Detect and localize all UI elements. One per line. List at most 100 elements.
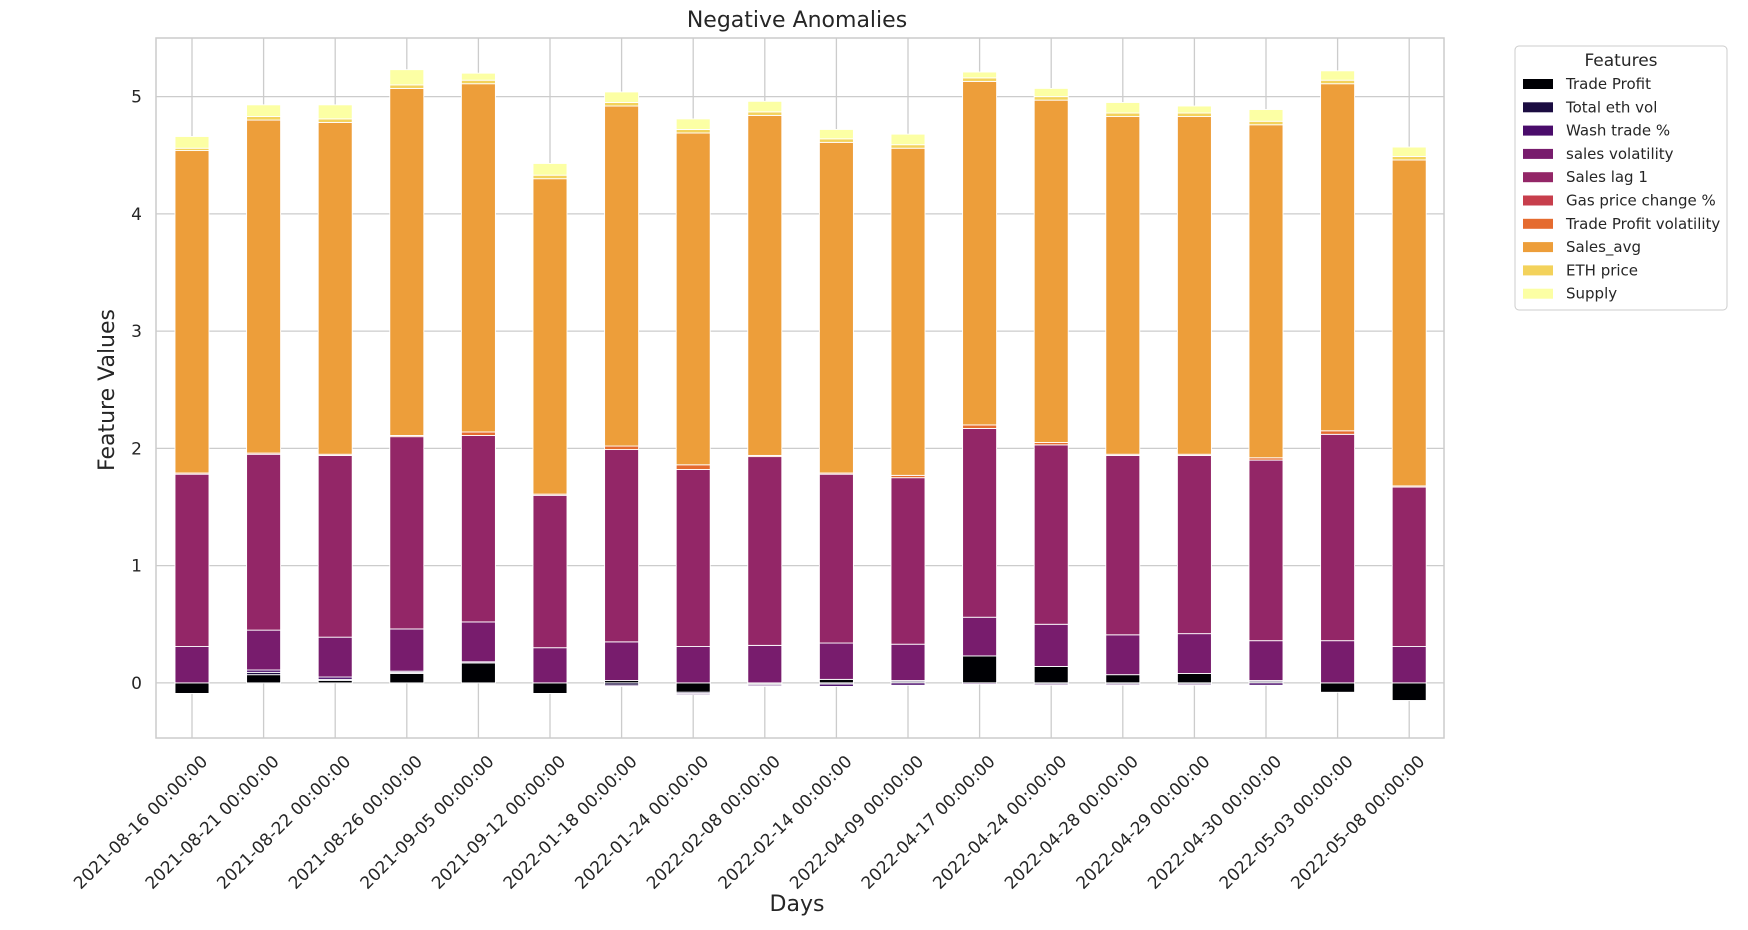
bar-stack (1248, 109, 1284, 686)
bar-stack (747, 100, 783, 687)
legend-item: Trade Profit (1523, 75, 1651, 93)
bar-segment (460, 662, 496, 684)
legend-swatch (1523, 79, 1553, 89)
bar-stack (1105, 102, 1141, 686)
bar-segment (747, 456, 783, 646)
legend-swatch (1523, 148, 1553, 159)
bar-segment (532, 163, 568, 176)
bar-stack (1320, 70, 1356, 693)
bar-segment (890, 477, 926, 645)
bar-segment (747, 111, 783, 116)
bar-segment (604, 445, 640, 451)
bar-stack (962, 71, 998, 685)
bar-segment (1176, 105, 1212, 114)
bar-segment (675, 464, 711, 470)
bar-segment (1391, 159, 1427, 487)
chart-title: Negative Anomalies (687, 8, 907, 33)
bar-segment (1176, 673, 1212, 684)
bars (174, 69, 1427, 701)
bar-segment (747, 100, 783, 113)
bar-segment (1248, 120, 1284, 126)
legend-item: Sales lag 1 (1523, 168, 1648, 186)
bar-segment (1033, 623, 1069, 667)
bar-segment (1033, 87, 1069, 98)
bar-segment (675, 646, 711, 684)
legend-label: Gas price change % (1566, 192, 1716, 210)
bar-segment (962, 71, 998, 79)
legend-label: Total eth vol (1565, 98, 1657, 116)
bar-segment (1248, 124, 1284, 459)
legend-swatch (1523, 288, 1553, 299)
bar-stack (675, 118, 711, 696)
bar-segment (675, 469, 711, 647)
bar-segment (174, 646, 210, 684)
bar-segment (1248, 109, 1284, 122)
legend-swatch (1523, 102, 1553, 113)
bar-stack (317, 104, 353, 684)
y-tick-label: 3 (131, 322, 142, 342)
bar-segment (890, 147, 926, 476)
bar-segment (1391, 146, 1427, 157)
bar-segment (174, 682, 210, 694)
legend: Features Trade Profit Total eth vol Wash t… (1514, 45, 1728, 311)
legend-title: Features (1584, 51, 1657, 71)
bar-segment (962, 616, 998, 657)
bar-segment (1176, 116, 1212, 455)
bar-segment (675, 682, 711, 693)
legend-swatch (1523, 125, 1553, 136)
bar-segment (1105, 634, 1141, 676)
bar-segment (460, 72, 496, 81)
bar-segment (962, 428, 998, 618)
bar-stack (1176, 105, 1212, 686)
bar-stack (389, 69, 425, 684)
bar-segment (246, 104, 282, 118)
bar-segment (890, 133, 926, 146)
bar-segment (389, 69, 425, 86)
bar-segment (604, 105, 640, 447)
bar-segment (1105, 674, 1141, 684)
bar-segment (1033, 666, 1069, 684)
legend-item: sales volatility (1523, 145, 1674, 163)
bar-segment (818, 473, 854, 644)
bar-stack (818, 129, 854, 687)
bar-segment (675, 692, 711, 696)
legend-label: Supply (1566, 285, 1617, 303)
legend-item: Wash trade % (1523, 122, 1670, 140)
bar-segment (532, 682, 568, 694)
bar-segment (389, 673, 425, 684)
legend-swatch (1523, 218, 1553, 229)
bar-segment (460, 435, 496, 623)
bar-segment (675, 118, 711, 130)
legend-item: Gas price change % (1523, 192, 1716, 210)
bar-segment (389, 628, 425, 672)
legend-label: Wash trade % (1566, 122, 1670, 140)
y-tick-label: 5 (131, 88, 142, 108)
bar-segment (460, 621, 496, 663)
bar-segment (818, 683, 854, 687)
bar-segment (174, 150, 210, 474)
y-tick-label: 4 (131, 205, 142, 225)
bar-segment (675, 129, 711, 134)
legend-item: Sales_avg (1523, 238, 1641, 257)
bar-segment (246, 674, 282, 684)
bar-segment (389, 87, 425, 436)
bar-segment (747, 684, 783, 687)
legend-label: Trade Profit (1565, 75, 1651, 93)
bar-segment (1320, 640, 1356, 684)
bar-segment (890, 682, 926, 686)
y-axis-label: Feature Values (95, 309, 120, 471)
bar-segment (532, 178, 568, 495)
legend-label: Trade Profit volatility (1565, 215, 1720, 233)
bar-segment (1033, 683, 1069, 686)
bar-segment (604, 641, 640, 681)
bar-stack (532, 163, 568, 694)
legend-swatch (1523, 242, 1553, 253)
legend-label: Sales lag 1 (1566, 168, 1648, 186)
bar-segment (818, 138, 854, 143)
bar-segment (1248, 459, 1284, 642)
bar-segment (532, 647, 568, 684)
legend-item: ETH price (1523, 261, 1638, 279)
bar-segment (460, 431, 496, 436)
bar-segment (246, 116, 282, 121)
